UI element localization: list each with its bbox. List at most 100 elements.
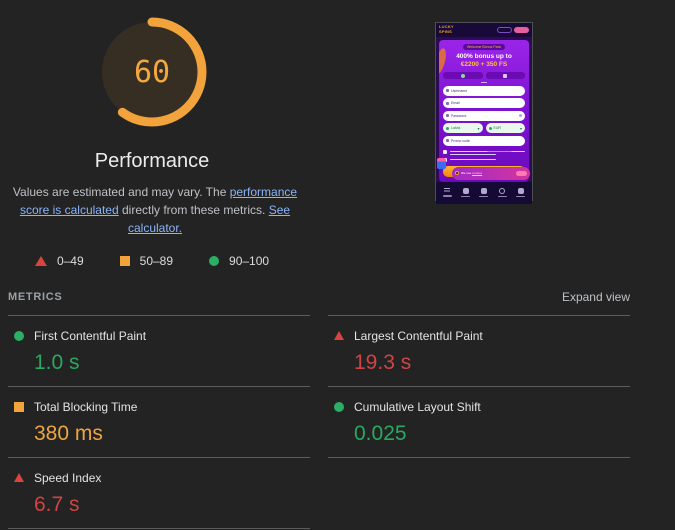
screenshot-username-field: Username (443, 85, 525, 96)
checkbox-icon (443, 149, 447, 154)
description-text-2: directly from these metrics. (118, 203, 269, 217)
gauge-arc-svg (97, 17, 207, 127)
username-placeholder: Username (451, 88, 468, 93)
search-icon (499, 187, 506, 194)
terms-check-row (443, 149, 525, 155)
see-calculator-link[interactable]: See calculator. (127, 203, 291, 235)
screenshot-bottom-nav (436, 181, 532, 204)
metric-label: Cumulative Layout Shift (354, 399, 481, 414)
description-text-1: Values are estimated and may vary. The (12, 185, 230, 199)
tab-2-icon (503, 73, 508, 78)
expand-view-button[interactable]: Expand view (561, 289, 630, 304)
screenshot-header-bar: LUCKY SPINS (436, 23, 532, 37)
metric-total-blocking-time: Total Blocking Time 380 ms (8, 386, 310, 457)
user-icon (446, 89, 449, 92)
screenshot-currency-select: EUR (485, 123, 525, 133)
screenshot-bonus-panel: Welcome Bonus Pack 400% bonus up to €220… (439, 40, 529, 182)
average-square-icon (14, 401, 24, 412)
metrics-grid: First Contentful Paint 1.0 s Total Block… (8, 315, 630, 529)
screenshot-signup-pill (514, 27, 529, 33)
good-circle-icon (14, 330, 24, 341)
metric-speed-index: Speed Index 6.7 s (8, 457, 310, 528)
poor-triangle-icon (14, 473, 24, 482)
ticket-icon (446, 139, 449, 142)
gift-icon (437, 157, 446, 169)
email-placeholder: Email (451, 101, 460, 105)
legend-item-average: 50–89 (119, 254, 174, 268)
performance-title: Performance (94, 150, 210, 172)
screenshot-promo-field: Promo code (443, 135, 525, 146)
casino-icon (462, 187, 469, 194)
screenshot-email-field: Email (443, 98, 525, 108)
metric-label: Largest Contentful Paint (354, 328, 483, 343)
screenshot-headline-2: €2200 + 350 FS (460, 61, 508, 68)
country-value: Latvia (451, 126, 461, 130)
nav-chat-item (516, 187, 526, 198)
metrics-section: METRICS Expand view First Contentful Pai… (0, 278, 675, 529)
person-icon (480, 187, 487, 194)
score-legend: 0–49 50–89 90–100 (0, 254, 304, 268)
screenshot-cookie-banner: We use cookies (452, 166, 530, 180)
currency-icon (488, 126, 492, 130)
screenshot-country-currency-row: Latvia EUR (443, 121, 525, 133)
lock-icon (446, 114, 449, 117)
metric-value: 0.025 (354, 422, 407, 445)
screenshot-body: Welcome Bonus Pack 400% bonus up to €220… (436, 37, 532, 182)
metric-value: 380 ms (34, 422, 103, 445)
metric-label: Total Blocking Time (34, 399, 138, 414)
screenshot-site-logo: LUCKY SPINS (439, 24, 454, 34)
chevron-down-icon (477, 126, 479, 131)
screenshot-headline-1: 400% bonus up to (456, 53, 512, 60)
nav-signup-item (479, 187, 489, 198)
legend-item-good: 90–100 (209, 254, 269, 268)
score-section: 60 Performance Values are estimated and … (0, 0, 675, 278)
screenshot-tab-2 (485, 72, 525, 79)
cookie-text: We use cookies (461, 171, 483, 175)
screenshot-country-select: Latvia (443, 123, 483, 133)
currency-value: EUR (493, 126, 501, 130)
nav-casino-item (461, 187, 471, 198)
poor-triangle-icon (34, 256, 47, 266)
screenshot-page-indicator (481, 81, 487, 83)
metric-label: Speed Index (34, 470, 102, 485)
promo-placeholder: Promo code (451, 138, 470, 143)
page-screenshot-thumbnail[interactable]: LUCKY SPINS Welcome Bonus Pack 400% bonu… (435, 22, 533, 204)
performance-score-value: 60 (133, 54, 171, 90)
flag-icon (446, 126, 449, 130)
performance-score-block: 60 Performance Values are estimated and … (0, 0, 304, 268)
screenshot-signup-tabs (443, 72, 525, 79)
metrics-column-right: Largest Contentful Paint 19.3 s Cumulati… (328, 315, 630, 529)
screenshot-consent-checks (443, 149, 525, 162)
legend-range-average: 50–89 (139, 254, 174, 268)
good-circle-icon (334, 401, 344, 412)
legend-item-poor: 0–49 (34, 254, 84, 268)
good-circle-icon (209, 256, 220, 266)
metric-value: 19.3 s (354, 351, 412, 374)
chat-icon (517, 187, 524, 194)
metric-value: 1.0 s (34, 351, 80, 374)
cookie-icon (455, 171, 459, 175)
screenshot-phone-page: LUCKY SPINS Welcome Bonus Pack 400% bonu… (436, 23, 532, 204)
legend-range-good: 90–100 (229, 254, 270, 268)
cookie-ok-button (516, 170, 527, 176)
hamburger-icon (444, 188, 451, 194)
score-description: Values are estimated and may vary. The p… (0, 183, 310, 237)
metrics-column-left: First Contentful Paint 1.0 s Total Block… (8, 315, 310, 529)
password-placeholder: Password (451, 113, 467, 118)
chevron-down-icon (520, 126, 522, 131)
average-square-icon (119, 256, 130, 266)
eye-icon (518, 113, 522, 118)
nav-search-item (497, 187, 507, 198)
screenshot-password-field: Password (443, 110, 525, 121)
metrics-header-row: METRICS Expand view (8, 278, 630, 315)
metric-first-contentful-paint: First Contentful Paint 1.0 s (8, 315, 310, 386)
metric-cumulative-layout-shift: Cumulative Layout Shift 0.025 (328, 386, 630, 457)
performance-gauge: 60 (97, 17, 207, 127)
promo-check-row (443, 157, 525, 162)
metrics-section-label: METRICS (8, 290, 63, 303)
poor-triangle-icon (334, 331, 344, 340)
metric-largest-contentful-paint: Largest Contentful Paint 19.3 s (328, 315, 630, 386)
performance-score-calculated-link[interactable]: performance score is calculated (19, 185, 298, 217)
metric-value: 6.7 s (34, 493, 80, 516)
screenshot-welcome-pill: Welcome Bonus Pack (462, 44, 506, 50)
